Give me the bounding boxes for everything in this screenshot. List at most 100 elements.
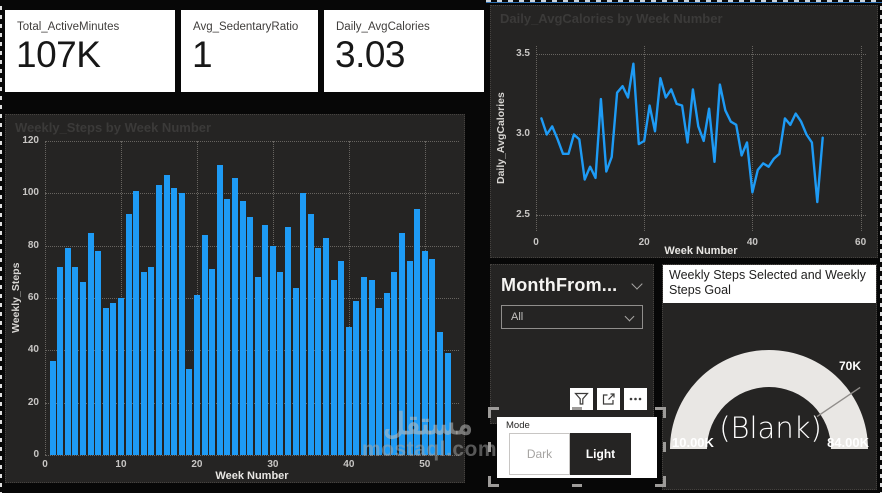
kpi-value: 3.03 (335, 34, 406, 75)
gauge-arc (663, 301, 878, 476)
line-chart-x-axis-title: Week Number (664, 245, 738, 257)
bar-week-42[interactable] (361, 277, 368, 455)
bar-week-38[interactable] (330, 279, 337, 455)
x-axis-tick-label: 40 (746, 237, 758, 248)
selection-handle[interactable] (488, 442, 491, 452)
gauge-panel[interactable]: Weekly Steps Selected and Weekly Steps G… (662, 264, 877, 490)
bar-week-16[interactable] (163, 175, 170, 455)
bar-week-23[interactable] (216, 164, 223, 455)
bar-week-46[interactable] (391, 271, 398, 455)
bar-chart-plot-area[interactable]: 0 20 40 60 80 100 120 0 10 20 30 40 50 (22, 135, 459, 470)
mode-light-button[interactable]: Light (570, 433, 631, 475)
bar-week-18[interactable] (178, 193, 185, 455)
bar-week-35[interactable] (307, 214, 314, 455)
bar-week-49[interactable] (414, 209, 421, 455)
bar-week-50[interactable] (421, 250, 428, 455)
bar-week-32[interactable] (285, 227, 292, 455)
bar-week-2[interactable] (57, 266, 64, 455)
bar-week-6[interactable] (87, 232, 94, 455)
bar-week-25[interactable] (231, 177, 238, 455)
line-chart-title: Daily_AvgCalories by Week Number (500, 11, 723, 26)
bar-week-45[interactable] (383, 292, 390, 455)
bar-week-22[interactable] (209, 269, 216, 455)
bar-week-17[interactable] (171, 188, 178, 455)
bar-week-36[interactable] (315, 248, 322, 455)
selection-handle[interactable] (488, 407, 499, 418)
y-axis-tick-label: 100 (22, 187, 39, 199)
line-chart-plot-area[interactable]: 2.5 3.0 3.5 0 20 40 60 (516, 46, 866, 248)
x-axis-tick-label: 40 (343, 459, 355, 470)
x-axis-tick-label: 0 (533, 237, 539, 248)
bar-week-12[interactable] (133, 190, 140, 455)
x-axis-tick-label: 10 (115, 459, 127, 470)
bar-week-41[interactable] (353, 300, 360, 455)
kpi-card-avg-sedentary-ratio[interactable]: Avg_SedentaryRatio 1 (181, 10, 318, 92)
bar-week-9[interactable] (110, 303, 117, 455)
line-series[interactable] (536, 46, 866, 231)
bar-week-39[interactable] (338, 261, 345, 455)
bar-week-31[interactable] (277, 271, 284, 455)
bar-week-27[interactable] (247, 216, 254, 455)
selection-handle[interactable] (572, 407, 582, 410)
bar-week-52[interactable] (437, 332, 443, 455)
bar-week-19[interactable] (186, 368, 193, 455)
more-options-icon[interactable] (624, 388, 647, 410)
filter-icon[interactable] (570, 388, 593, 410)
bar-week-20[interactable] (193, 295, 200, 455)
bar-week-15[interactable] (155, 185, 162, 455)
mode-dark-button[interactable]: Dark (509, 433, 570, 475)
x-axis-tick-label: 0 (42, 459, 48, 470)
bar-week-34[interactable] (300, 193, 307, 455)
bar-week-44[interactable] (376, 308, 383, 455)
bar-week-21[interactable] (201, 235, 208, 455)
bar-week-4[interactable] (72, 266, 79, 455)
mode-panel-label: Mode (506, 420, 530, 431)
slicer-dropdown[interactable]: All (501, 305, 643, 329)
gridline-vertical (860, 46, 862, 231)
chevron-down-icon[interactable] (624, 311, 635, 321)
gridline-horizontal (45, 455, 459, 456)
bar-week-29[interactable] (262, 224, 269, 455)
bar-week-53[interactable] (444, 352, 451, 455)
bar-week-1[interactable] (49, 360, 56, 455)
focus-mode-icon[interactable] (597, 388, 620, 410)
mode-panel[interactable]: Mode Dark Light (497, 417, 657, 478)
slicer-selected-value: All (511, 311, 524, 323)
bar-week-10[interactable] (117, 298, 124, 455)
bar-week-7[interactable] (95, 250, 102, 455)
bar-week-43[interactable] (368, 279, 375, 455)
kpi-label: Daily_AvgCalories (336, 21, 430, 33)
bar-week-51[interactable] (429, 258, 436, 455)
gridline-vertical (45, 141, 46, 455)
kpi-card-daily-avg-calories[interactable]: Daily_AvgCalories 3.03 (324, 10, 484, 92)
line-chart-panel[interactable]: Daily_AvgCalories by Week Number Daily_A… (490, 5, 878, 258)
gauge-title: Weekly Steps Selected and Weekly Steps G… (663, 265, 876, 303)
bar-chart-panel[interactable]: Weekly_Steps by Week Number Weekly_Steps… (5, 114, 465, 483)
selection-handle[interactable] (655, 476, 666, 487)
selection-handle[interactable] (488, 476, 499, 487)
bar-week-47[interactable] (399, 232, 406, 455)
bar-week-26[interactable] (239, 201, 246, 455)
y-axis-tick-label: 60 (27, 292, 39, 303)
bar-week-33[interactable] (292, 287, 299, 455)
chevron-down-icon[interactable] (631, 277, 643, 290)
selection-handle[interactable] (572, 484, 582, 487)
canvas-selection-dashes-right (880, 6, 882, 493)
bar-week-5[interactable] (79, 282, 86, 455)
bar-week-13[interactable] (140, 271, 147, 455)
slicer-header[interactable]: MonthFrom... (491, 265, 653, 296)
bar-week-11[interactable] (125, 214, 132, 455)
bar-week-8[interactable] (102, 308, 109, 455)
bar-week-37[interactable] (323, 237, 330, 455)
bar-week-30[interactable] (269, 245, 276, 455)
selection-handle[interactable] (655, 407, 666, 418)
bar-week-14[interactable] (148, 266, 155, 455)
bar-week-40[interactable] (345, 326, 352, 455)
selection-handle[interactable] (663, 442, 666, 452)
bar-week-48[interactable] (406, 261, 413, 455)
bar-week-28[interactable] (254, 277, 261, 455)
bar-week-24[interactable] (224, 198, 231, 455)
canvas-selection-dashes-top (486, 0, 882, 2)
kpi-card-total-active-minutes[interactable]: Total_ActiveMinutes 107K (5, 10, 175, 92)
bar-week-3[interactable] (64, 248, 71, 455)
